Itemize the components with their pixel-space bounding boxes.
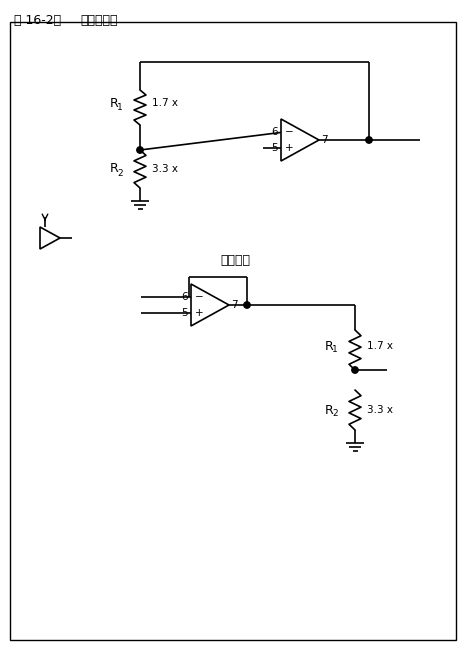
Text: 图 16-2：: 图 16-2： bbox=[14, 14, 61, 27]
Text: 1: 1 bbox=[117, 103, 123, 112]
Text: +: + bbox=[195, 308, 204, 318]
Text: 5: 5 bbox=[271, 143, 278, 153]
Text: −: − bbox=[195, 292, 204, 302]
Text: R: R bbox=[325, 340, 334, 352]
Circle shape bbox=[366, 137, 372, 143]
Circle shape bbox=[352, 366, 358, 373]
Text: 7: 7 bbox=[231, 300, 238, 310]
Text: 6: 6 bbox=[181, 292, 188, 302]
Circle shape bbox=[244, 302, 250, 308]
Circle shape bbox=[137, 147, 143, 153]
Text: R: R bbox=[325, 403, 334, 417]
Text: 3.3 x: 3.3 x bbox=[367, 405, 393, 415]
Text: R: R bbox=[110, 97, 119, 110]
Text: （或者）: （或者） bbox=[220, 253, 250, 267]
Text: 1: 1 bbox=[332, 346, 338, 354]
Text: 3.3 x: 3.3 x bbox=[152, 164, 178, 174]
Text: 运放衰减器: 运放衰减器 bbox=[80, 14, 117, 27]
Text: 6: 6 bbox=[271, 127, 278, 137]
Text: 1.7 x: 1.7 x bbox=[152, 98, 178, 109]
Text: +: + bbox=[285, 143, 294, 153]
Text: 2: 2 bbox=[332, 409, 338, 419]
Text: 5: 5 bbox=[181, 308, 188, 318]
Text: R: R bbox=[110, 163, 119, 176]
Text: 1.7 x: 1.7 x bbox=[367, 341, 393, 351]
Text: 2: 2 bbox=[117, 168, 123, 178]
Text: −: − bbox=[285, 127, 294, 137]
Text: 7: 7 bbox=[321, 135, 328, 145]
